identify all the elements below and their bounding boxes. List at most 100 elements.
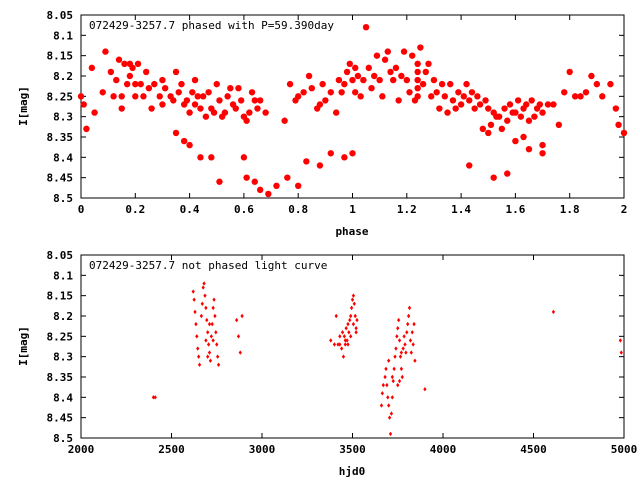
data-point xyxy=(197,362,202,367)
data-point xyxy=(227,85,234,92)
data-point xyxy=(193,309,197,315)
data-point xyxy=(368,85,375,92)
chart-title-unphased: 072429-3257.7 not phased light curve xyxy=(89,259,327,272)
data-point xyxy=(338,334,342,339)
data-point xyxy=(118,93,125,100)
data-point xyxy=(224,93,231,100)
data-point xyxy=(447,80,454,88)
data-point xyxy=(303,158,310,165)
data-point xyxy=(123,80,131,88)
data-point xyxy=(262,109,269,116)
data-point xyxy=(387,403,391,408)
data-point xyxy=(417,44,424,51)
data-point xyxy=(204,338,208,343)
data-point xyxy=(191,289,195,294)
data-point xyxy=(232,105,239,112)
data-point xyxy=(618,338,623,343)
data-point xyxy=(110,93,117,100)
data-point xyxy=(517,113,525,120)
data-point xyxy=(539,141,546,149)
data-point xyxy=(414,76,421,84)
data-point xyxy=(240,313,244,319)
chart-title-phased: 072429-3257.7 phased with P=59.390day xyxy=(89,19,334,32)
data-point xyxy=(254,105,261,112)
data-point xyxy=(397,317,401,323)
data-point xyxy=(207,350,212,355)
data-point xyxy=(406,89,413,96)
data-point xyxy=(525,146,533,153)
data-point xyxy=(408,338,413,343)
y-tick-label: 8.15 xyxy=(47,290,74,303)
data-point xyxy=(205,317,209,323)
data-point xyxy=(332,342,337,347)
data-point xyxy=(115,56,123,63)
x-tick-label: 2500 xyxy=(158,443,185,456)
plot-frame-unphased xyxy=(80,254,625,439)
data-point xyxy=(390,374,394,380)
y-tick-label: 8.4 xyxy=(53,391,73,404)
data-point xyxy=(384,48,391,55)
data-point xyxy=(353,313,357,319)
data-point xyxy=(216,354,220,359)
data-point xyxy=(397,378,402,384)
data-point xyxy=(612,105,620,112)
y-tick-label: 8.35 xyxy=(47,371,74,384)
data-point xyxy=(394,346,398,351)
x-tick-label: 5000 xyxy=(611,443,638,456)
data-point xyxy=(189,89,196,96)
data-point xyxy=(471,105,478,112)
data-point xyxy=(414,68,421,76)
data-point xyxy=(151,80,158,88)
data-point xyxy=(401,346,405,351)
tick-group-phased: 0 0.2 0.4 0.6 0.8 1 1.2 1.4 1.6 1.8 2 8.05 8.1 8.15 8.… xyxy=(47,9,628,216)
data-point xyxy=(319,80,326,88)
data-point xyxy=(197,154,204,161)
data-point xyxy=(409,52,416,59)
data-point xyxy=(392,366,396,372)
data-point xyxy=(387,68,394,76)
data-point xyxy=(395,97,402,104)
data-point xyxy=(243,174,250,181)
data-point xyxy=(145,85,153,92)
data-point xyxy=(412,321,416,327)
data-point xyxy=(620,129,628,137)
data-point xyxy=(216,178,223,185)
data-point xyxy=(316,162,324,169)
data-point xyxy=(211,305,215,311)
data-point xyxy=(588,72,595,80)
y-tick-label: 8.15 xyxy=(47,50,74,63)
data-point xyxy=(335,76,343,84)
data-point xyxy=(341,154,348,161)
data-point xyxy=(501,105,508,112)
data-point xyxy=(400,374,404,380)
data-point xyxy=(392,64,400,72)
data-point xyxy=(411,342,415,347)
data-point xyxy=(209,334,213,339)
data-point xyxy=(343,342,347,347)
data-point xyxy=(172,129,180,137)
y-tick-label: 8.45 xyxy=(47,172,74,185)
data-point xyxy=(485,105,492,112)
data-point xyxy=(170,97,177,104)
data-point xyxy=(186,109,193,116)
data-point xyxy=(393,354,397,359)
data-point xyxy=(202,281,206,286)
data-point xyxy=(203,293,207,298)
data-point xyxy=(607,80,614,88)
data-point xyxy=(351,321,356,327)
data-point xyxy=(350,297,355,302)
data-point xyxy=(329,338,333,343)
data-point xyxy=(341,354,346,359)
data-point xyxy=(468,89,476,96)
data-point xyxy=(387,358,391,363)
data-point xyxy=(528,97,535,104)
y-tick-label: 8.3 xyxy=(53,351,73,364)
data-point xyxy=(550,101,557,108)
data-point xyxy=(118,105,125,112)
data-point xyxy=(390,76,397,84)
data-point xyxy=(441,93,449,100)
data-point xyxy=(523,101,530,108)
data-point xyxy=(354,330,358,335)
data-point xyxy=(322,97,329,104)
data-point xyxy=(384,366,388,372)
